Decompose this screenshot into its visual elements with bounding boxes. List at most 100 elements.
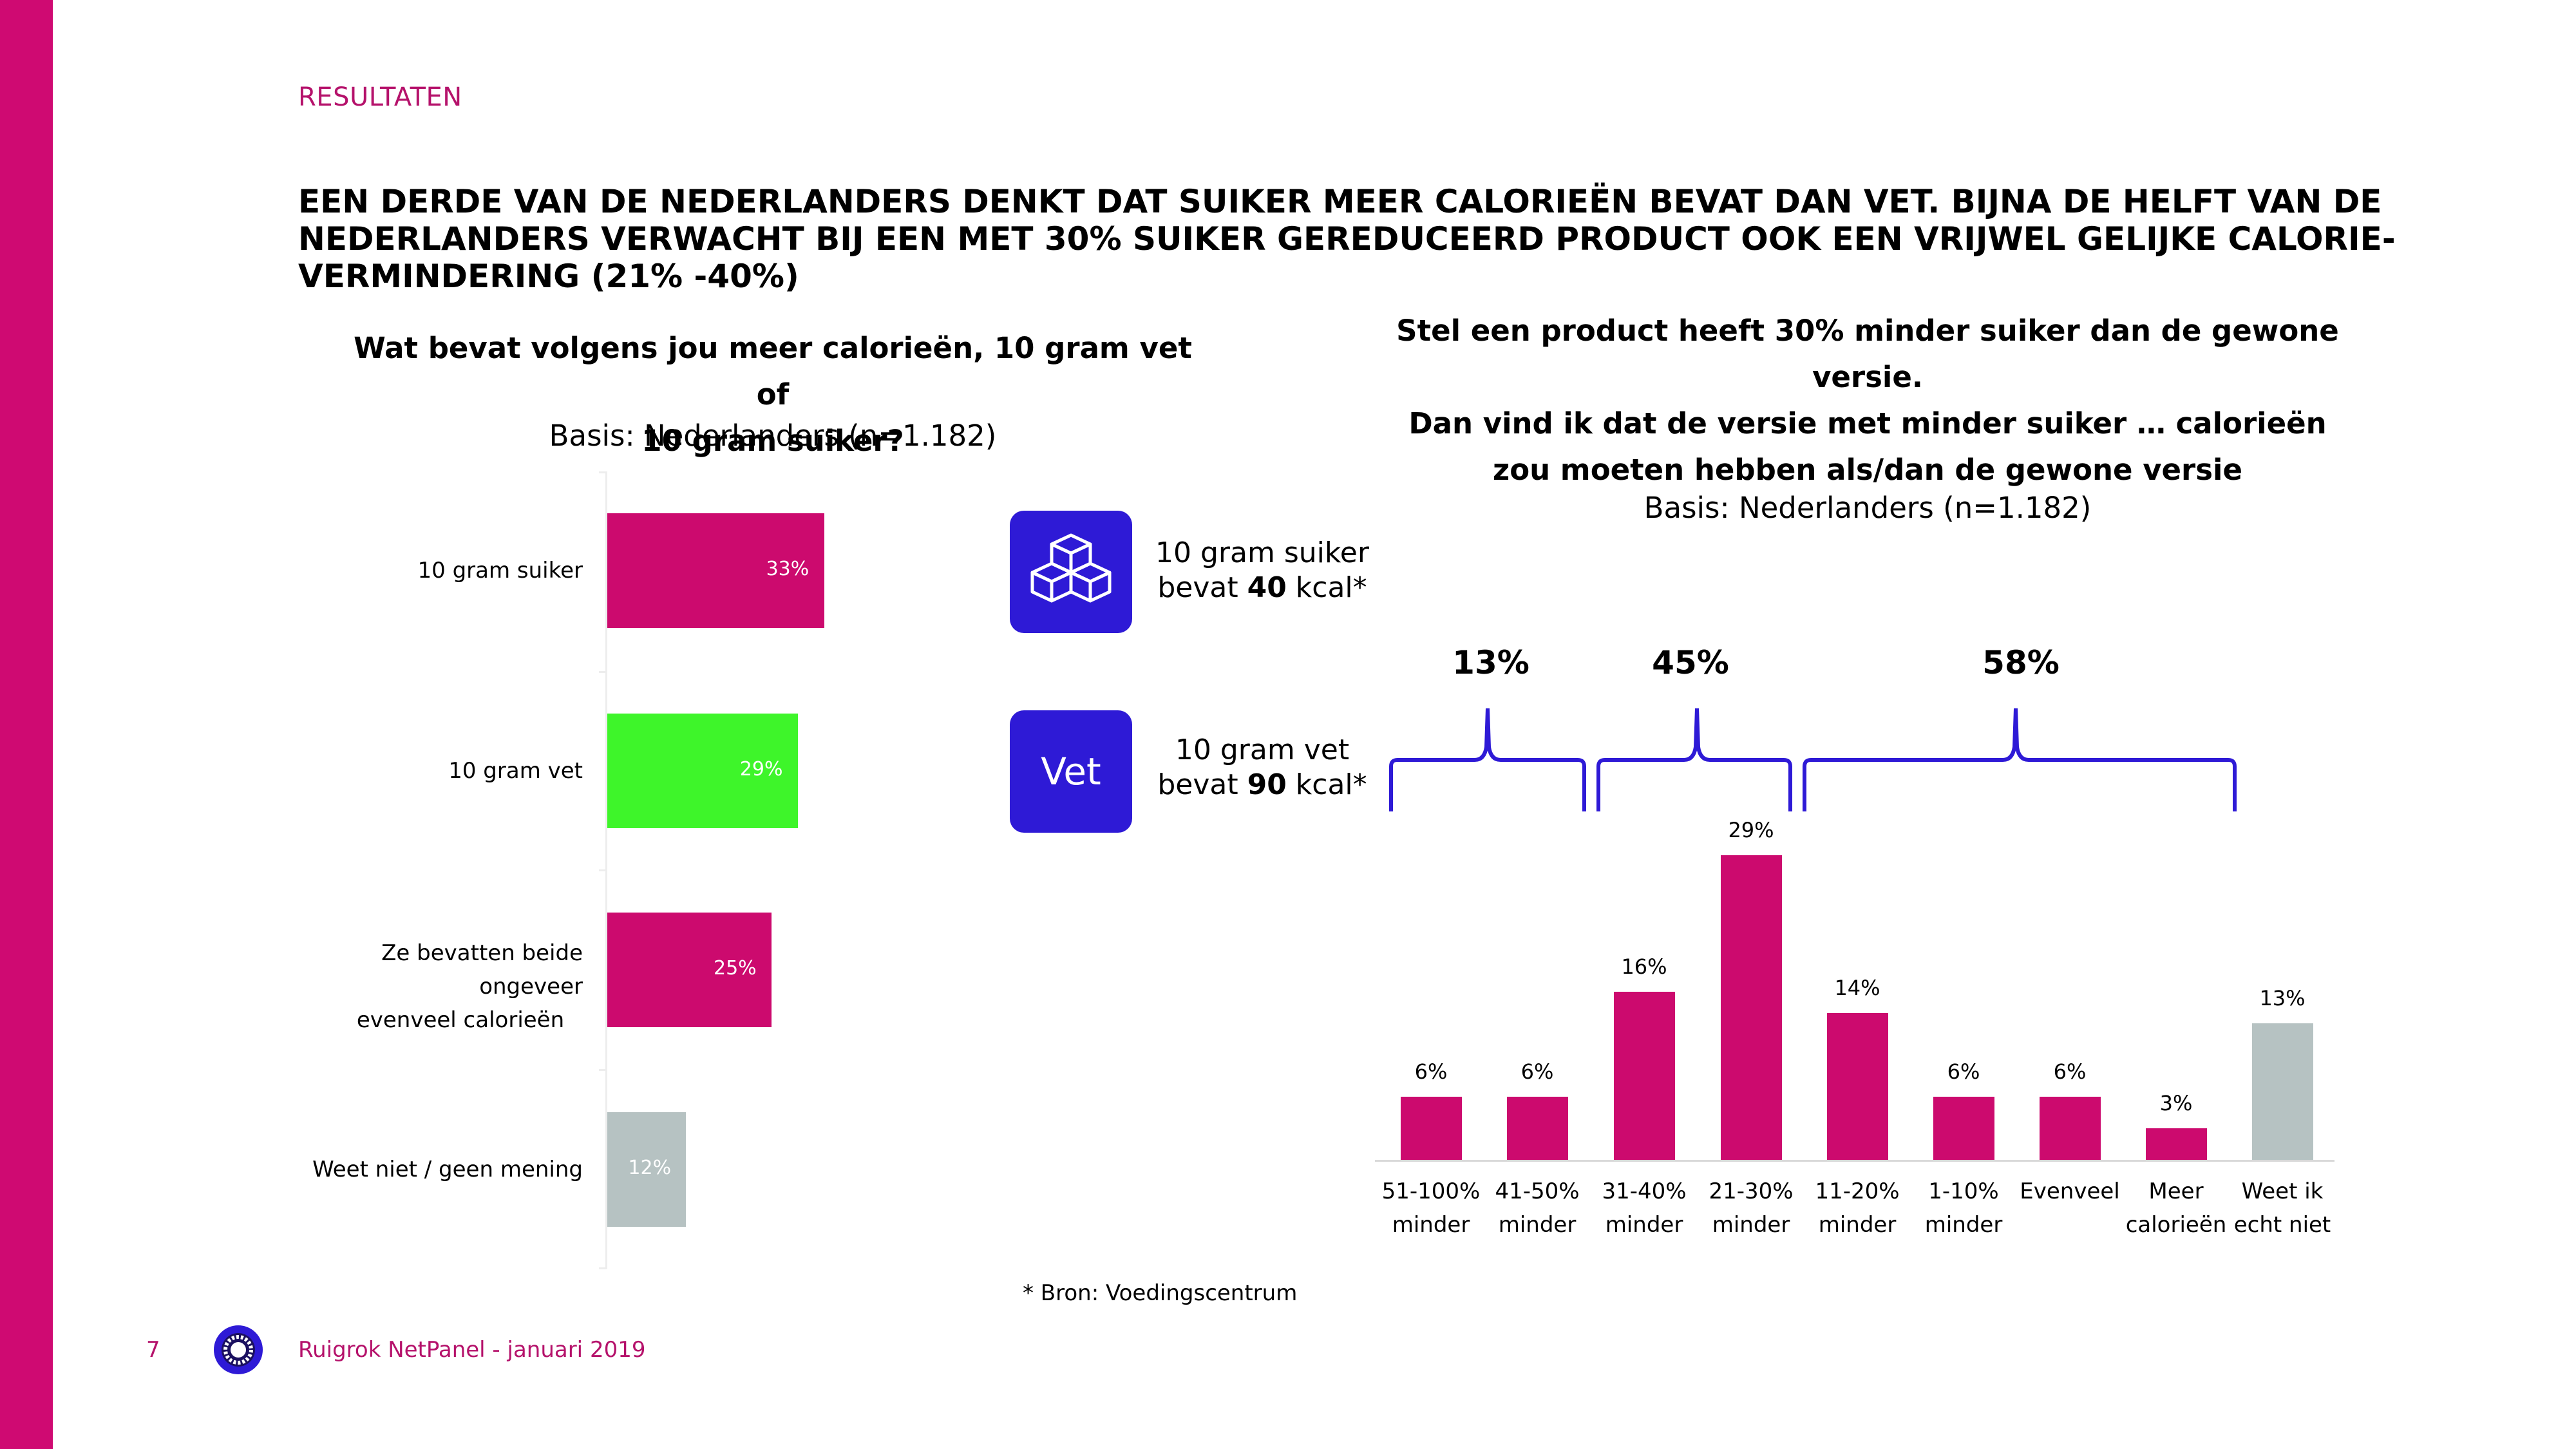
source-note: * Bron: Voedingscentrum — [1023, 1280, 1298, 1306]
left-category-line1: Ze bevatten beide ongeveer — [381, 940, 583, 999]
left-category-label: Weet niet / geen mening — [312, 1153, 583, 1186]
right-category-line1: Meer — [2148, 1179, 2204, 1204]
left-category-line1: Weet niet / geen mening — [312, 1157, 583, 1182]
left-title-line1: Wat bevat volgens jou meer calorieën, 10… — [354, 331, 1192, 412]
right-category-line2: minder — [1498, 1212, 1577, 1238]
bracket-3 — [1803, 708, 2237, 811]
vet-icon-label: Vet — [1041, 750, 1101, 793]
bracket-1 — [1389, 708, 1586, 811]
sugar-fact-kcal: 40 — [1247, 571, 1287, 604]
left-category-label: 10 gram suiker — [312, 554, 583, 587]
right-bar-value-label: 6% — [1947, 1059, 1980, 1084]
left-category-line2: evenveel calorieën — [356, 1007, 565, 1033]
right-category-line1: Evenveel — [2020, 1179, 2120, 1204]
right-category-label: 1-10% minder — [1906, 1175, 2022, 1242]
right-category-line2: minder — [1392, 1212, 1470, 1238]
right-category-label: Weet ik echt niet — [2224, 1175, 2340, 1242]
section-label: RESULTATEN — [298, 82, 462, 112]
right-category-line2: echt niet — [2233, 1212, 2331, 1238]
left-chart-tick — [599, 1069, 607, 1071]
right-category-label: 41-50% minder — [1479, 1175, 1595, 1242]
vet-fact-kcal: 90 — [1247, 768, 1287, 801]
right-category-line2: calorieën — [2125, 1212, 2227, 1238]
right-bar-value-label: 16% — [1621, 954, 1667, 980]
sugar-cubes-icon — [1010, 511, 1132, 633]
right-bar-1 — [1400, 1097, 1462, 1160]
left-category-line1: 10 gram suiker — [417, 558, 583, 583]
left-bar-value-label: 25% — [714, 957, 757, 980]
left-bar-2 — [607, 714, 798, 828]
sugar-fact-line2: bevat 40 kcal* — [1146, 571, 1378, 605]
accent-bar — [0, 0, 53, 1449]
vet-icon: Vet — [1010, 710, 1132, 833]
bracket-label-1: 13% — [1452, 644, 1530, 681]
right-bar-8 — [2145, 1128, 2207, 1160]
right-category-label: Evenveel — [2012, 1175, 2128, 1208]
right-category-label: 21-30% minder — [1693, 1175, 1809, 1242]
left-bar-value-label: 29% — [739, 758, 783, 781]
left-chart-basis: Basis: Nederlanders (n=1.182) — [549, 419, 997, 453]
right-category-line2: minder — [1605, 1212, 1683, 1238]
bracket-label-2: 45% — [1652, 644, 1729, 681]
right-category-label: 11-20% minder — [1799, 1175, 1915, 1242]
sugar-fact-suffix: kcal* — [1286, 571, 1367, 604]
right-category-line2: minder — [1712, 1212, 1790, 1238]
right-category-line1: 51-100% — [1381, 1179, 1481, 1204]
right-bar-6 — [1933, 1097, 1994, 1160]
sugar-fact-line1: 10 gram suiker — [1155, 536, 1369, 569]
left-bar-3 — [607, 913, 772, 1027]
right-category-label: 31-40% minder — [1586, 1175, 1702, 1242]
right-bar-7 — [2039, 1097, 2101, 1160]
footer-text: Ruigrok NetPanel - januari 2019 — [298, 1337, 646, 1363]
right-title-line1: Stel een product heeft 30% minder suiker… — [1396, 314, 2339, 348]
vet-fact-line1: 10 gram vet — [1175, 734, 1350, 766]
vet-fact-line2: bevat 90 kcal* — [1146, 768, 1378, 802]
right-bar-4 — [1720, 855, 1782, 1160]
left-bar-value-label: 12% — [628, 1157, 672, 1179]
right-bar-2 — [1506, 1097, 1568, 1160]
right-bar-value-label: 6% — [1520, 1059, 1554, 1084]
right-bar-3 — [1613, 992, 1675, 1160]
left-chart-tick — [599, 1267, 607, 1269]
right-chart-title: Stel een product heeft 30% minder suiker… — [1340, 308, 2396, 493]
vet-fact: 10 gram vet bevat 90 kcal* — [1146, 733, 1378, 802]
ruigrok-logo-icon — [214, 1325, 263, 1374]
left-chart-tick — [599, 671, 607, 673]
right-category-line1: 1-10% — [1928, 1179, 1999, 1204]
right-category-line1: Weet ik — [2241, 1179, 2324, 1204]
left-bar-1 — [607, 513, 824, 628]
left-title-line2: 10 gram suiker? — [641, 424, 904, 458]
vet-fact-prefix: bevat — [1157, 768, 1247, 801]
left-category-line1: 10 gram vet — [448, 758, 583, 784]
bracket-label-3: 58% — [1982, 644, 2060, 681]
sugar-fact-prefix: bevat — [1157, 571, 1247, 604]
right-category-line1: 11-20% — [1815, 1179, 1900, 1204]
left-chart-title: Wat bevat volgens jou meer calorieën, 10… — [348, 325, 1198, 464]
right-category-line1: 21-30% — [1709, 1179, 1794, 1204]
right-bar-value-label: 3% — [2159, 1091, 2193, 1116]
left-category-label: Ze bevatten beide ongeveer evenveel calor… — [312, 936, 583, 1037]
left-bar-4 — [607, 1112, 687, 1227]
right-chart-baseline — [1375, 1160, 2334, 1162]
left-chart-tick — [599, 869, 607, 871]
sugar-fact: 10 gram suiker bevat 40 kcal* — [1146, 536, 1378, 605]
brackets — [1389, 708, 2237, 811]
left-category-label: 10 gram vet — [312, 754, 583, 788]
right-title-line4: zou moeten hebben als/dan de gewone vers… — [1493, 453, 2242, 487]
right-bar-value-label: 6% — [2053, 1059, 2087, 1084]
right-bar-5 — [1826, 1012, 1888, 1160]
left-bar-value-label: 33% — [766, 558, 810, 580]
right-category-label: Meer calorieën — [2118, 1175, 2234, 1242]
right-category-line1: 41-50% — [1495, 1179, 1580, 1204]
right-chart-basis: Basis: Nederlanders (n=1.182) — [1643, 491, 2092, 525]
right-category-line2: minder — [1818, 1212, 1897, 1238]
right-title-line2: versie. — [1812, 360, 1923, 394]
page-number: 7 — [146, 1337, 160, 1363]
left-chart-tick — [599, 471, 607, 473]
right-bar-value-label: 6% — [1414, 1059, 1448, 1084]
right-title-line3: Dan vind ik dat de versie met minder sui… — [1408, 406, 2327, 440]
right-category-line2: minder — [1924, 1212, 2003, 1238]
right-bar-9 — [2251, 1023, 2313, 1160]
headline: EEN DERDE VAN DE NEDERLANDERS DENKT DAT … — [298, 183, 2396, 295]
bracket-2 — [1596, 708, 1792, 811]
